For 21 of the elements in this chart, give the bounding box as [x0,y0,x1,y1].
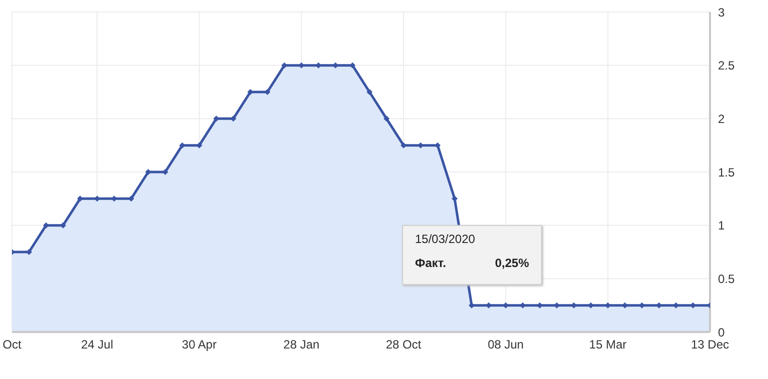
y-tick-label: 2 [718,112,725,126]
x-tick-label: Oct [2,338,22,352]
point [366,89,373,95]
x-tick-label: 28 Jan [283,338,320,352]
y-tick-label: 1.5 [718,165,736,180]
x-tick-label: 28 Oct [386,338,422,352]
y-tick-label: 3 [718,5,725,20]
x-tick-label: 13 Dec [690,338,730,352]
tooltip-box: 15/03/2020 Факт. 0,25% [402,225,542,285]
annotation: 15/03/2020 [415,232,476,246]
x-tick-label: 24 Jul [81,338,114,352]
x-tick-label: 08 Jun [488,338,524,352]
x-tick-label: 30 Apr [182,338,217,352]
point [384,116,390,122]
y-tick-label: 1 [718,218,725,233]
y-tick-label: 0.5 [718,272,736,286]
annotation: 0,25% [494,256,529,270]
y-tick-label: 0 [718,325,725,340]
x-tick-label: 15 Mar [589,338,627,352]
annotation: Факт. [415,256,446,270]
y-tick-label: 2.5 [718,58,736,73]
